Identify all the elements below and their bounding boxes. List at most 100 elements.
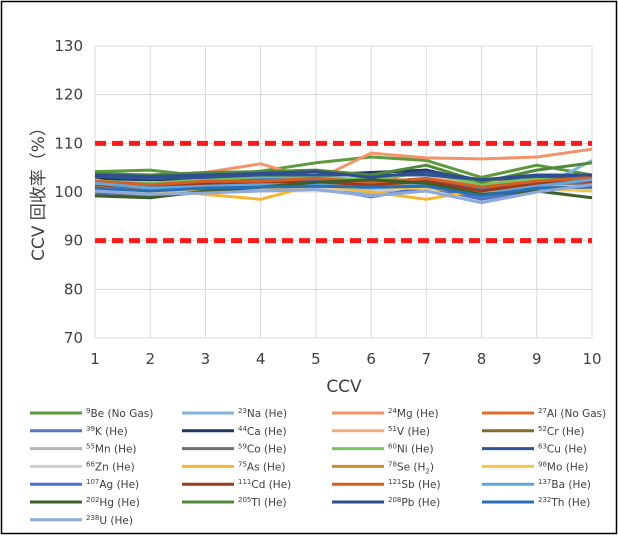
x-tick-label: 7 xyxy=(422,350,432,368)
legend-isotope: 59 xyxy=(238,443,247,451)
legend-label: 63Cu (He) xyxy=(538,443,587,456)
legend-isotope: 39 xyxy=(86,425,95,433)
legend-isotope: 111 xyxy=(238,478,251,486)
x-tick-label: 2 xyxy=(145,350,155,368)
legend-label: 9Be (No Gas) xyxy=(86,407,153,420)
legend-item: 121Sb (He) xyxy=(332,478,441,491)
series-line-u xyxy=(94,183,593,205)
y-tick-label: 100 xyxy=(54,183,83,201)
legend-mode: (He) xyxy=(565,479,591,491)
legend-item: 208Pb (He) xyxy=(332,496,440,509)
legend-mode: (He) xyxy=(265,479,291,491)
legend-element: Ca xyxy=(247,426,261,438)
legend-element: As xyxy=(247,461,260,473)
legend-mode: (He) xyxy=(564,497,590,509)
legend-item: 202Hg (He) xyxy=(30,496,140,509)
y-tick-label: 70 xyxy=(64,329,83,347)
legend-mode: (He) xyxy=(260,461,286,473)
legend-item: 111Cd (He) xyxy=(182,478,291,491)
legend-mode: (He) xyxy=(561,444,587,456)
legend-isotope: 66 xyxy=(86,460,95,468)
legend-label: 208Pb (He) xyxy=(388,496,440,509)
legend-item: 52Cr (He) xyxy=(482,425,584,438)
legend-item: 23Na (He) xyxy=(182,407,287,420)
legend-label: 55Mn (He) xyxy=(86,443,137,456)
legend-element: U xyxy=(99,515,107,527)
legend-mode: (He) xyxy=(114,497,140,509)
legend-isotope: 238 xyxy=(86,514,99,522)
legend-item: 66Zn (He) xyxy=(30,460,135,473)
legend-label: 24Mg (He) xyxy=(388,407,439,420)
legend-mode: (He) xyxy=(261,444,287,456)
legend-mode: (He) xyxy=(102,426,128,438)
legend-element: Hg xyxy=(99,497,114,509)
legend-isotope: 60 xyxy=(388,443,397,451)
legend-item: 51V (He) xyxy=(332,425,430,438)
legend-isotope: 137 xyxy=(538,478,551,486)
legend-label: 238U (He) xyxy=(86,514,133,527)
x-tick-label: 3 xyxy=(201,350,211,368)
legend-item: 63Cu (He) xyxy=(482,443,587,456)
legend-label: 111Cd (He) xyxy=(238,478,291,491)
legend-isotope: 44 xyxy=(238,425,247,433)
legend-item: 78Se (H2) xyxy=(332,460,434,475)
legend-label: 202Hg (He) xyxy=(86,496,140,509)
legend-element: Mg xyxy=(397,408,413,420)
x-tick-label: 4 xyxy=(256,350,266,368)
legend-element: Se xyxy=(397,461,410,473)
legend-element: Cr xyxy=(547,426,559,438)
legend-item: 27Al (No Gas) xyxy=(482,407,606,420)
legend-mode: (He) xyxy=(414,497,440,509)
legend-mode: (He) xyxy=(559,426,585,438)
legend-mode: (He) xyxy=(562,461,588,473)
legend-item: 137Ba (He) xyxy=(482,478,591,491)
legend-label: 44Ca (He) xyxy=(238,425,287,438)
x-tick-label: 1 xyxy=(90,350,100,368)
x-tick-label: 5 xyxy=(311,350,321,368)
x-tick-label: 9 xyxy=(532,350,542,368)
x-tick-label: 10 xyxy=(582,350,601,368)
legend-isotope: 55 xyxy=(86,443,95,451)
legend-item: 24Mg (He) xyxy=(332,407,439,420)
legend-label: 98Mo (He) xyxy=(538,460,588,473)
legend-isotope: 232 xyxy=(538,496,551,504)
legend-isotope: 121 xyxy=(388,478,401,486)
legend-element: Be xyxy=(90,408,104,420)
legend-isotope: 98 xyxy=(538,460,547,468)
legend-label: 78Se (H2) xyxy=(388,460,434,475)
legend-label: 107Ag (He) xyxy=(86,478,139,491)
y-tick-label: 110 xyxy=(54,134,83,152)
legend-label: 27Al (No Gas) xyxy=(538,407,606,420)
y-tick-label: 90 xyxy=(64,232,83,250)
legend-isotope: 202 xyxy=(86,496,99,504)
legend-item: 232Th (He) xyxy=(482,496,590,509)
legend-isotope: 107 xyxy=(86,478,99,486)
legend-isotope: 208 xyxy=(388,496,401,504)
series-lines xyxy=(94,147,593,205)
legend-item: 98Mo (He) xyxy=(482,460,588,473)
y-tick-label: 80 xyxy=(64,280,83,298)
legend-item: 107Ag (He) xyxy=(30,478,139,491)
legend-label: 52Cr (He) xyxy=(538,425,584,438)
legend-label: 75As (He) xyxy=(238,460,285,473)
legend-element: Na xyxy=(247,408,261,420)
legend-mode: (He) xyxy=(107,515,133,527)
legend-item: 238U (He) xyxy=(30,514,133,527)
legend-mode: (He) xyxy=(261,497,287,509)
legend-mode: (He) xyxy=(404,426,430,438)
legend-isotope: 27 xyxy=(538,407,547,415)
legend-mode: (He) xyxy=(109,461,135,473)
legend-element: Mn xyxy=(95,444,111,456)
legend-mode: (No Gas) xyxy=(104,408,153,420)
legend-label: 137Ba (He) xyxy=(538,478,591,491)
legend-element: Th xyxy=(550,497,564,509)
legend-item: 60Ni (He) xyxy=(332,443,434,456)
legend-mode: (He) xyxy=(408,444,434,456)
legend-isotope: 63 xyxy=(538,443,547,451)
legend-subscript: 2 xyxy=(425,467,429,475)
legend-element: Ag xyxy=(99,479,113,491)
legend-label: 205Tl (He) xyxy=(238,496,287,509)
